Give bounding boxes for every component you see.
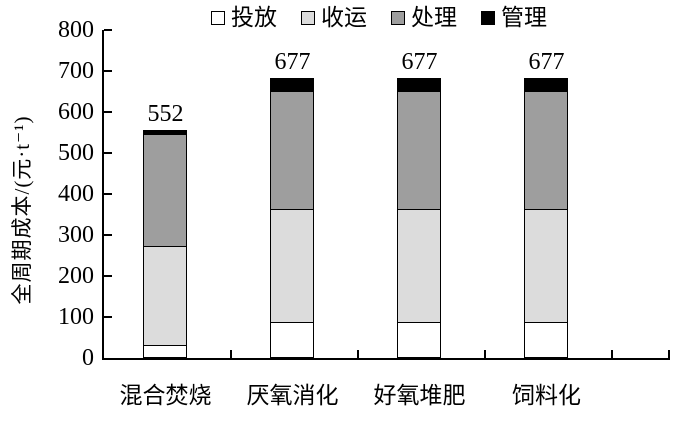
- bar-total-label: 677: [528, 49, 565, 76]
- bar-厌氧消化: [270, 78, 314, 358]
- bar-segment-收运: [144, 246, 186, 345]
- legend-item: 管理: [481, 4, 547, 32]
- bar-segment-投放: [271, 322, 313, 357]
- x-axis-tick: [230, 350, 232, 358]
- y-tick-label: 400: [58, 181, 94, 207]
- bar-segment-管理: [525, 79, 567, 91]
- bar-segment-处理: [144, 133, 186, 247]
- category-label: 饲料化: [512, 383, 581, 408]
- y-axis-tick: [104, 29, 112, 31]
- bar-segment-收运: [271, 209, 313, 323]
- legend-swatch-icon: [211, 10, 225, 25]
- y-tick-label: 500: [58, 140, 94, 166]
- legend-swatch-icon: [481, 10, 495, 25]
- bar-segment-投放: [398, 322, 440, 357]
- bar-混合焚烧: [143, 129, 187, 358]
- legend-swatch-icon: [391, 10, 405, 25]
- y-tick-label: 0: [82, 345, 94, 371]
- y-axis-tick: [104, 70, 112, 72]
- bar-segment-收运: [525, 209, 567, 323]
- bar-segment-处理: [525, 90, 567, 210]
- y-tick-label: 200: [58, 263, 94, 289]
- bar-segment-收运: [398, 209, 440, 323]
- y-tick-label: 800: [58, 17, 94, 43]
- y-tick-label: 600: [58, 99, 94, 125]
- y-axis-tick: [104, 234, 112, 236]
- bar-total-label: 677: [274, 49, 311, 76]
- category-label: 厌氧消化: [246, 383, 339, 408]
- legend-label: 投放: [231, 5, 277, 30]
- plot-area: [102, 29, 670, 360]
- x-axis-tick: [611, 350, 613, 358]
- legend-label: 管理: [501, 5, 547, 30]
- bar-segment-投放: [525, 322, 567, 357]
- bar-total-label: 677: [401, 49, 438, 76]
- category-label: 混合焚烧: [119, 383, 212, 408]
- y-axis-tick: [104, 152, 112, 154]
- bar-segment-处理: [398, 90, 440, 210]
- bar-segment-管理: [398, 79, 440, 91]
- legend-item: 投放: [211, 4, 277, 32]
- legend-item: 处理: [391, 4, 457, 32]
- y-tick-label: 300: [58, 222, 94, 248]
- legend-label: 收运: [321, 5, 367, 30]
- bar-segment-投放: [144, 344, 186, 357]
- bar-segment-处理: [271, 90, 313, 210]
- x-axis-tick: [484, 350, 486, 358]
- y-tick-label: 100: [58, 304, 94, 330]
- x-axis-tick: [357, 350, 359, 358]
- legend-label: 处理: [411, 5, 457, 30]
- bar-total-label: 552: [147, 100, 184, 127]
- y-axis-tick: [104, 111, 112, 113]
- y-axis-tick: [104, 193, 112, 195]
- y-axis-tick: [104, 316, 112, 318]
- category-label: 好氧堆肥: [373, 383, 466, 408]
- bar-segment-管理: [271, 79, 313, 91]
- x-axis-end-tick: [668, 350, 670, 358]
- y-axis-tick: [104, 275, 112, 277]
- legend-item: 收运: [301, 4, 367, 32]
- bar-segment-管理: [144, 130, 186, 134]
- legend-swatch-icon: [301, 10, 315, 25]
- bar-好氧堆肥: [397, 78, 441, 358]
- bar-饲料化: [524, 78, 568, 358]
- y-tick-label: 700: [58, 58, 94, 84]
- legend: 投放 收运 处理 管理: [211, 4, 547, 32]
